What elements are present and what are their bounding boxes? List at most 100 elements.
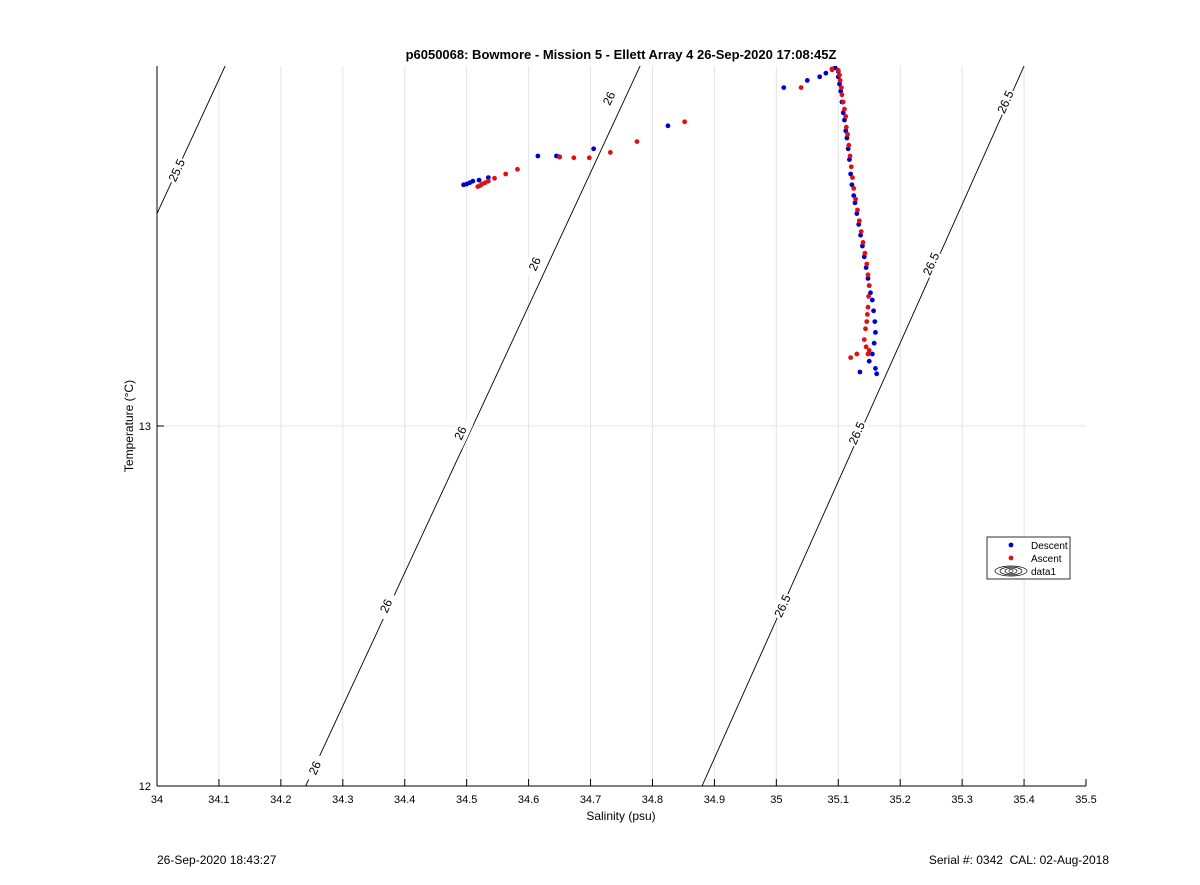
ascent-point xyxy=(829,66,835,72)
ascent-point xyxy=(864,319,870,324)
ascent-point xyxy=(485,178,491,184)
descent-point xyxy=(591,146,597,152)
ascent-point xyxy=(864,312,870,317)
descent-point xyxy=(843,128,849,134)
density-contour-label-bg xyxy=(164,155,190,186)
density-contour-label-bg xyxy=(522,248,548,280)
ascent-point xyxy=(846,142,852,148)
x-tick-label: 34.6 xyxy=(518,794,539,806)
ascent-point xyxy=(843,124,849,130)
ascent-point xyxy=(837,78,843,83)
descent-point xyxy=(851,193,857,199)
legend-contour-ring xyxy=(1004,567,1018,575)
ascent-point xyxy=(839,92,845,98)
x-tick-label: 34.2 xyxy=(270,794,291,806)
ascent-point xyxy=(835,67,841,73)
ascent-point xyxy=(865,351,871,357)
ascent-series xyxy=(475,66,872,360)
legend-label: data1 xyxy=(1031,567,1056,578)
descent-point xyxy=(868,290,873,296)
descent-point xyxy=(871,308,876,314)
descent-point xyxy=(847,157,852,163)
ascent-point xyxy=(515,166,520,172)
density-contour-label-bg xyxy=(918,248,944,280)
x-tick-label: 34.8 xyxy=(642,794,663,806)
x-tick-label: 35.1 xyxy=(828,794,849,806)
descent-point xyxy=(854,211,860,217)
ascent-point xyxy=(851,186,857,191)
ascent-point xyxy=(856,218,862,224)
legend-contour-ring xyxy=(994,565,1028,577)
descent-point xyxy=(848,171,854,177)
y-tick-label: 13 xyxy=(139,421,151,433)
descent-point xyxy=(844,135,850,141)
ascent-point xyxy=(571,155,577,161)
density-contour-label-text: 26 xyxy=(377,597,395,615)
legend-marker xyxy=(1008,542,1014,548)
descent-point xyxy=(485,175,491,181)
ascent-point xyxy=(503,171,509,177)
descent-point xyxy=(823,70,829,76)
ascent-point xyxy=(848,355,854,360)
ascent-point xyxy=(634,139,640,145)
ascent-point xyxy=(557,154,562,160)
descent-point xyxy=(869,351,875,357)
chart-title: p6050068: Bowmore - Mission 5 - Ellett A… xyxy=(406,47,837,62)
descent-point xyxy=(840,110,846,116)
ascent-point xyxy=(865,304,871,310)
ascent-point xyxy=(492,175,497,181)
x-tick-label: 34.9 xyxy=(704,794,725,806)
legend-contour-ring xyxy=(999,566,1023,576)
descent-point xyxy=(852,200,858,206)
ascent-point xyxy=(861,337,867,342)
ascent-point xyxy=(798,85,804,90)
density-contour-label: 26 xyxy=(596,83,622,114)
legend: Descent Ascent data1 xyxy=(986,536,1071,580)
ascent-point xyxy=(854,351,860,357)
density-contour-label-bg xyxy=(992,86,1019,118)
density-contour-label-text: 26 xyxy=(600,89,618,107)
ascent-point xyxy=(864,261,870,267)
y-axis-label: Temperature (°C) xyxy=(122,380,136,472)
legend-marker xyxy=(1008,555,1014,561)
ascent-point xyxy=(842,106,847,112)
ascent-point xyxy=(866,283,872,288)
x-tick-label: 34 xyxy=(151,794,163,806)
ascent-point xyxy=(866,294,872,299)
descent-point xyxy=(863,265,869,270)
legend-contour-icon xyxy=(994,565,1028,577)
descent-point xyxy=(838,88,844,94)
x-axis-label: Salinity (psu) xyxy=(586,809,655,823)
data-series xyxy=(461,66,880,377)
x-tick-label: 34.7 xyxy=(580,794,601,806)
density-contour-label-text: 26 xyxy=(526,255,544,273)
density-contour-label-bg xyxy=(769,590,796,622)
density-contour-label: 26 xyxy=(373,590,399,622)
descent-point xyxy=(872,319,878,324)
descent-point xyxy=(873,330,878,335)
ascent-point xyxy=(848,164,854,170)
descent-point xyxy=(842,117,847,123)
density-contour-label: 26 xyxy=(302,752,328,784)
descent-point xyxy=(856,222,862,227)
x-tick-label: 35.5 xyxy=(1075,794,1096,806)
density-contour-label: 26 xyxy=(522,248,548,280)
y-tick-label: 12 xyxy=(139,781,151,793)
serial-cal-text: Serial #: 0342 CAL: 02-Aug-2018 xyxy=(928,853,1109,867)
legend-label: Ascent xyxy=(1031,554,1062,565)
descent-point xyxy=(871,340,877,346)
x-tick-label: 35.4 xyxy=(1013,794,1034,806)
descent-point xyxy=(861,254,867,260)
density-contour-label: 26.5 xyxy=(918,248,944,280)
ascent-point xyxy=(586,155,592,161)
x-tick-label: 35.3 xyxy=(951,794,972,806)
descent-point xyxy=(665,123,671,129)
density-contour-label-text: 26 xyxy=(306,759,324,777)
density-contour-label-bg xyxy=(596,83,622,114)
descent-point xyxy=(470,178,476,184)
legend-box xyxy=(986,536,1071,580)
x-tick-label: 34.5 xyxy=(456,794,477,806)
x-tick-label: 34.3 xyxy=(332,794,353,806)
density-contour-line xyxy=(305,66,641,786)
descent-point xyxy=(804,78,810,83)
